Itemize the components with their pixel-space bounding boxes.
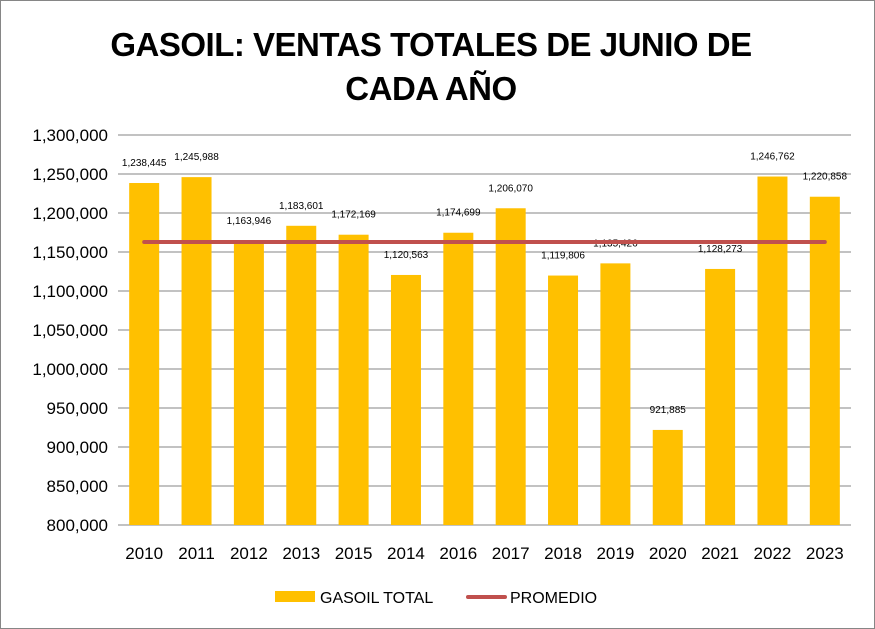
bar (129, 183, 160, 526)
x-tick-label: 2011 (178, 544, 215, 563)
y-tick-label: 1,300,000 (32, 126, 108, 145)
bar (495, 208, 526, 526)
data-label: 1,120,563 (384, 250, 429, 261)
legend-label-promedio: PROMEDIO (510, 590, 597, 607)
data-label: 1,220,858 (803, 172, 848, 183)
x-tick-label: 2022 (754, 544, 792, 563)
y-tick-label: 800,000 (47, 516, 108, 535)
y-tick-label: 1,050,000 (32, 321, 108, 340)
data-label: 1,128,273 (698, 244, 743, 255)
bar (233, 241, 264, 525)
bar (548, 275, 579, 525)
data-label: 1,174,699 (436, 208, 481, 219)
y-tick-label: 850,000 (47, 477, 108, 496)
x-tick-label: 2020 (649, 544, 687, 563)
data-label: 921,885 (650, 405, 687, 416)
y-tick-label: 1,200,000 (32, 204, 108, 223)
bar (390, 274, 421, 525)
data-label: 1,119,806 (541, 251, 585, 262)
data-label: 1,245,988 (174, 152, 219, 163)
data-label: 1,163,946 (227, 216, 272, 227)
y-tick-label: 1,150,000 (32, 243, 108, 262)
y-tick-label: 1,250,000 (32, 165, 108, 184)
x-tick-label: 2018 (544, 544, 582, 563)
x-tick-label: 2016 (439, 544, 477, 563)
y-tick-label: 900,000 (47, 438, 108, 457)
x-tick-label: 2015 (335, 544, 373, 563)
x-tick-label: 2014 (387, 544, 425, 563)
bar (286, 225, 317, 526)
data-label: 1,238,445 (122, 158, 167, 169)
bar (181, 177, 212, 525)
x-tick-label: 2013 (282, 544, 320, 563)
y-tick-label: 1,100,000 (32, 282, 108, 301)
x-tick-label: 2010 (125, 544, 163, 563)
data-label: 1,246,762 (750, 152, 795, 163)
x-tick-label: 2023 (806, 544, 844, 563)
bar (757, 176, 788, 525)
bar (338, 234, 369, 525)
y-tick-label: 1,000,000 (32, 360, 108, 379)
y-tick-label: 950,000 (47, 399, 108, 418)
bar (600, 263, 631, 525)
x-tick-label: 2021 (701, 544, 739, 563)
chart-title: GASOIL: VENTAS TOTALES DE JUNIO DE CADA … (110, 26, 752, 107)
bar (705, 268, 736, 525)
x-tick-label: 2012 (230, 544, 268, 563)
legend-label-gasoil-total: GASOIL TOTAL (320, 590, 433, 607)
legend-swatch-gasoil-total (275, 591, 315, 602)
bar (809, 196, 840, 525)
data-label: 1,206,070 (488, 183, 533, 194)
data-label: 1,183,601 (279, 201, 324, 212)
bar (443, 232, 474, 525)
bar (652, 429, 683, 525)
data-label: 1,172,169 (331, 210, 376, 221)
x-tick-label: 2019 (596, 544, 634, 563)
x-tick-label: 2017 (492, 544, 530, 563)
